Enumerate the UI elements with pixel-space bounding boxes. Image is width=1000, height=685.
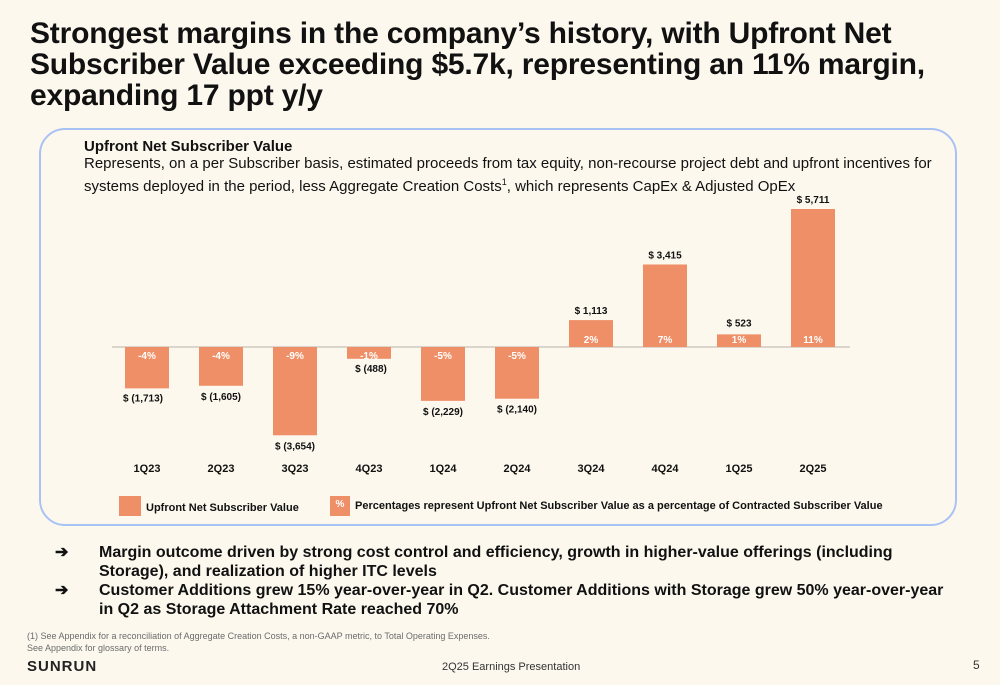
category-label: 1Q25 bbox=[726, 463, 753, 475]
footer-title: 2Q25 Earnings Presentation bbox=[442, 661, 581, 673]
bar bbox=[643, 264, 687, 347]
legend-percent-label: Percentages represent Upfront Net Subscr… bbox=[355, 500, 883, 512]
value-label: $ 523 bbox=[726, 318, 751, 329]
value-label: $ (1,605) bbox=[201, 392, 241, 403]
bullet-text: Customer Additions grew 15% year-over-ye… bbox=[99, 582, 944, 618]
percent-label: -5% bbox=[434, 351, 452, 362]
bar bbox=[125, 347, 169, 389]
legend-series-label: Upfront Net Subscriber Value bbox=[146, 502, 299, 514]
legend-swatch bbox=[119, 496, 141, 516]
category-label: 1Q24 bbox=[430, 463, 458, 475]
percent-label: 1% bbox=[732, 335, 747, 346]
legend-percent-swatch: % bbox=[330, 496, 350, 516]
value-label: $ (3,654) bbox=[275, 441, 315, 452]
category-label: 4Q23 bbox=[356, 463, 383, 475]
value-label: $ 3,415 bbox=[648, 250, 682, 261]
chart-description-text: Represents, on a per Subscriber basis, e… bbox=[84, 155, 932, 195]
footnotes: (1) See Appendix for a reconciliation of… bbox=[27, 630, 490, 654]
bar bbox=[495, 347, 539, 399]
bar bbox=[791, 209, 835, 347]
bar bbox=[347, 347, 391, 359]
percent-label: 7% bbox=[658, 335, 673, 346]
bullet-list: ➔ Margin outcome driven by strong cost co… bbox=[55, 543, 955, 619]
chart-description-tail: , which represents CapEx & Adjusted OpEx bbox=[506, 178, 796, 195]
page-number: 5 bbox=[973, 658, 980, 672]
bar bbox=[421, 347, 465, 401]
percent-label: -4% bbox=[138, 351, 156, 362]
category-label: 3Q23 bbox=[282, 463, 309, 475]
percent-label: 2% bbox=[584, 335, 599, 346]
right-arrow-icon: ➔ bbox=[55, 544, 69, 561]
bullet-item: ➔ Customer Additions grew 15% year-over-y… bbox=[55, 581, 955, 619]
category-label: 2Q24 bbox=[504, 463, 532, 475]
percent-label: -4% bbox=[212, 351, 230, 362]
chart-panel bbox=[39, 128, 957, 526]
bar bbox=[717, 334, 761, 347]
bar bbox=[569, 320, 613, 347]
footnote-2: See Appendix for glossary of terms. bbox=[27, 643, 170, 653]
bar bbox=[199, 347, 243, 386]
category-label: 3Q24 bbox=[578, 463, 606, 475]
bullet-text: Margin outcome driven by strong cost con… bbox=[99, 544, 893, 580]
chart-title: Upfront Net Subscriber Value bbox=[84, 138, 293, 155]
category-label: 1Q23 bbox=[134, 463, 161, 475]
percent-label: -5% bbox=[508, 351, 526, 362]
value-label: $ (2,229) bbox=[423, 407, 463, 418]
category-label: 2Q23 bbox=[208, 463, 235, 475]
value-label: $ 5,711 bbox=[797, 195, 830, 206]
value-label: $ 1,113 bbox=[575, 306, 608, 317]
percent-label: 11% bbox=[803, 335, 823, 346]
slide-headline: Strongest margins in the company’s histo… bbox=[30, 17, 925, 112]
footnote-1: (1) See Appendix for a reconciliation of… bbox=[27, 631, 490, 641]
percent-label: -1% bbox=[360, 351, 378, 362]
value-label: $ (1,713) bbox=[123, 393, 163, 404]
bullet-item: ➔ Margin outcome driven by strong cost co… bbox=[55, 543, 955, 581]
category-label: 2Q25 bbox=[800, 463, 827, 475]
chart-description: Represents, on a per Subscriber basis, e… bbox=[84, 154, 944, 196]
value-label: $ (488) bbox=[355, 364, 387, 375]
percent-label: -9% bbox=[286, 351, 304, 362]
bar bbox=[273, 347, 317, 436]
right-arrow-icon: ➔ bbox=[55, 582, 69, 599]
footnote-ref: 1 bbox=[501, 177, 507, 187]
company-logo: SUNRUN bbox=[27, 658, 98, 675]
value-label: $ (2,140) bbox=[497, 405, 537, 416]
category-label: 4Q24 bbox=[652, 463, 680, 475]
